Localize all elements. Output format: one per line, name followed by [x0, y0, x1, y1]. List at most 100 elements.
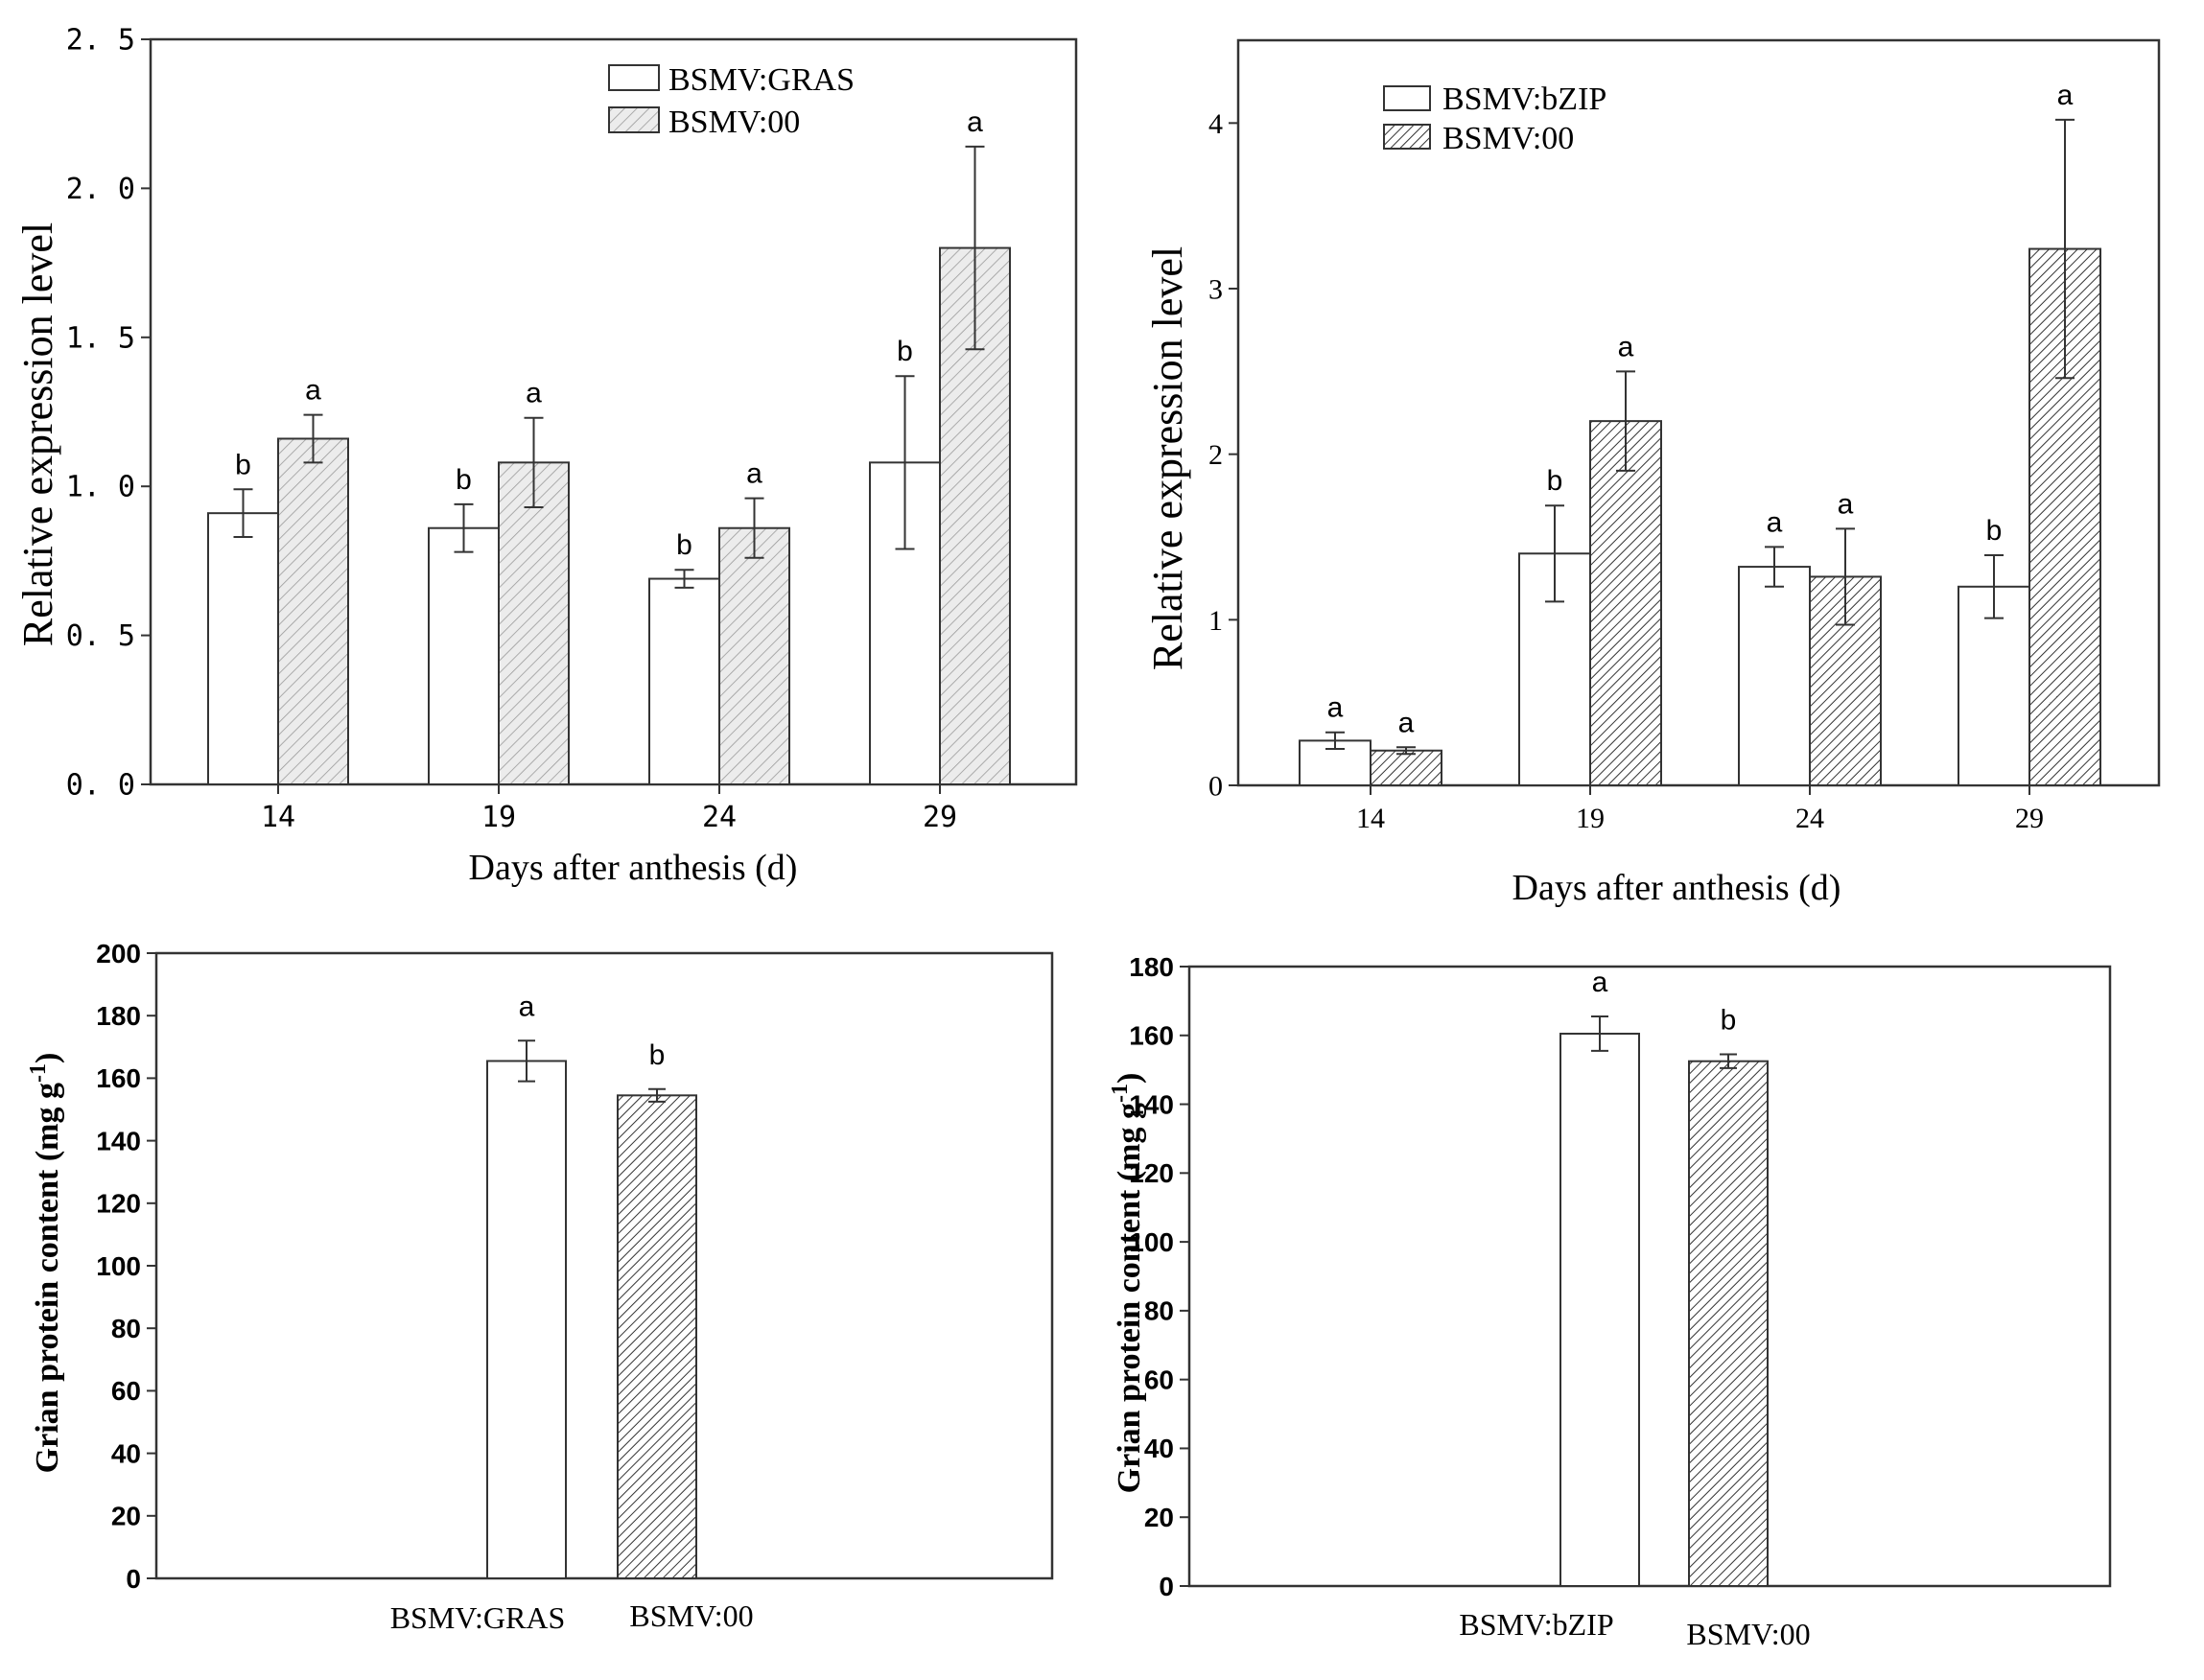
panel-c-ytick-label-0: 0	[126, 1564, 141, 1594]
panel-b-legend-swatch-hatch	[1383, 124, 1431, 150]
panel-a-ytick-label-0: 0. 0	[66, 769, 135, 803]
panel-d-ytick-label-0: 0	[1159, 1572, 1174, 1601]
panel-b-sig-letter-1-0: a	[1398, 707, 1415, 738]
panel-a-xtick-label-3: 29	[923, 801, 957, 834]
panel-b-ytick-label-2: 2	[1208, 439, 1223, 471]
panel-a-x-axis-label: Days after anthesis (d)	[469, 848, 798, 888]
panel-b-bar-bsmv-00-14	[1370, 749, 1442, 786]
panel-c-sig-letter-1: b	[649, 1039, 666, 1071]
panel-c-marks: 0 20 40 60 80 100 120 140 160 180 200 a BSMV:GRAS b BS…	[96, 939, 1054, 1635]
panel-a-ytick-label-5: 2. 5	[66, 24, 135, 58]
panel-d-y-axis-label-sup: -1	[1108, 1084, 1133, 1103]
panel-a-sig-letter-0-3: b	[897, 336, 913, 367]
panel-c-plot-frame	[154, 951, 1054, 1580]
panel-c-category-label-0: BSMV:GRAS	[390, 1600, 566, 1635]
panel-b-xtick-label-1: 19	[1576, 803, 1605, 834]
panel-a-bar-bsmv-00-14	[277, 437, 349, 785]
panel-a-y-axis-label: Relative expression level	[14, 222, 61, 646]
panel-b-legend-label-2: BSMV:00	[1442, 121, 1574, 156]
panel-b-sig-letter-1-1: a	[1618, 331, 1634, 362]
panel-c-ytick-label-1: 20	[111, 1502, 141, 1531]
panel-c-y-axis-label: Grian protein content (mg g-1)	[26, 1053, 65, 1474]
panel-a-legend-label-1: BSMV:GRAS	[668, 62, 855, 98]
panel-b-legend-swatch-open	[1383, 85, 1431, 111]
panel-c-sig-letter-0: a	[519, 991, 535, 1022]
panel-c-category-label-1: BSMV:00	[629, 1598, 753, 1633]
panel-b-xtick-label-0: 14	[1356, 803, 1385, 834]
panel-a-plot-frame	[149, 37, 1078, 786]
panel-d-y-axis-label: Grian protein content (mg g-1)	[1108, 1073, 1147, 1494]
panel-b-ytick-label-3: 3	[1208, 274, 1223, 306]
panel-c-y-axis-label-end: )	[30, 1053, 65, 1063]
panel-a-sig-letter-1-1: a	[526, 378, 542, 409]
panel-a-sig-letter-0-2: b	[676, 529, 692, 561]
panel-c-ytick-label-8: 160	[96, 1063, 141, 1093]
panel-b-plot-frame	[1236, 38, 2161, 787]
panel-b-legend-label-1: BSMV:bZIP	[1442, 82, 1606, 117]
panel-d-ytick-label-6: 120	[1129, 1158, 1174, 1188]
panel-a-xtick-label-2: 24	[702, 801, 737, 834]
panel-d-bar-0	[1559, 1032, 1640, 1587]
panel-d-plot-frame	[1187, 965, 2112, 1588]
panel-d-y-axis-label-end: )	[1112, 1073, 1147, 1084]
panel-d-ytick-label-7: 140	[1129, 1089, 1174, 1119]
panel-d-ytick-label-5: 100	[1129, 1227, 1174, 1257]
panel-d-ytick-label-2: 40	[1144, 1434, 1174, 1463]
panel-a-expression-gras: 0. 0 0. 5 1. 0 1. 5 2. 0 2. 5 14 b a 19 b a 24 b a 29 b a…	[14, 24, 1078, 888]
panel-d-sig-letter-0: a	[1592, 967, 1608, 998]
panel-b-marks: 0 1 2 3 4 14 a a 19 b a 24 a a 29 b a	[1208, 38, 2161, 834]
panel-a-ytick-label-3: 1. 5	[66, 321, 135, 355]
panel-d-y-axis-label-main: Grian protein content (mg g	[1112, 1103, 1147, 1493]
panel-a-marks: 0. 0 0. 5 1. 0 1. 5 2. 0 2. 5 14 b a 19 b a 24 b a 29 b a	[66, 24, 1078, 834]
panel-d-ytick-label-8: 160	[1129, 1021, 1174, 1051]
panel-a-ytick-label-2: 1. 0	[66, 471, 135, 504]
panel-c-y-axis-label-sup: -1	[26, 1063, 51, 1083]
panel-a-legend-swatch-open	[608, 64, 660, 91]
panel-c-ytick-label-5: 100	[96, 1251, 141, 1281]
panel-a-bar-bsmv-00-24	[718, 526, 790, 785]
panel-a-sig-letter-0-0: b	[235, 449, 251, 480]
panel-d-ytick-label-1: 20	[1144, 1503, 1174, 1532]
panel-d-category-label-0: BSMV:bZIP	[1459, 1607, 1613, 1642]
panel-c-ytick-label-2: 40	[111, 1438, 141, 1468]
panel-b-bar-bsmv-bzip-24	[1738, 566, 1811, 787]
panel-b-legend: BSMV:bZIP BSMV:00	[1383, 82, 1606, 156]
panel-a-bar-bsmv-gras-24	[648, 577, 720, 785]
panel-a-legend: BSMV:GRAS BSMV:00	[608, 62, 855, 140]
panel-c-ytick-label-10: 200	[96, 939, 141, 968]
panel-b-xtick-label-2: 24	[1795, 803, 1824, 834]
panel-b-sig-letter-0-2: a	[1767, 506, 1783, 538]
panel-b-ytick-label-0: 0	[1208, 771, 1223, 803]
panel-c-ytick-label-7: 140	[96, 1126, 141, 1155]
panel-a-sig-letter-1-3: a	[967, 106, 983, 138]
panel-a-sig-letter-0-1: b	[456, 464, 472, 496]
panel-a-ytick-label-1: 0. 5	[66, 619, 135, 653]
panel-a-bar-bsmv-00-19	[498, 461, 570, 785]
panel-a-ytick-label-4: 2. 0	[66, 173, 135, 206]
panel-b-sig-letter-1-3: a	[2057, 80, 2074, 111]
panel-d-category-label-1: BSMV:00	[1686, 1617, 1810, 1651]
panel-a-legend-swatch-hatch	[608, 106, 660, 133]
panel-a-legend-label-2: BSMV:00	[668, 105, 800, 140]
panel-d-ytick-label-9: 180	[1129, 952, 1174, 982]
panel-d-protein-bzip: 0 20 40 60 80 100 120 140 160 180 a BSMV:bZIP b BSMV:…	[1108, 952, 2112, 1651]
panel-a-sig-letter-1-2: a	[746, 458, 762, 490]
panel-b-sig-letter-0-3: b	[1986, 515, 2003, 547]
panel-d-bar-1	[1688, 1060, 1769, 1587]
panel-c-ytick-label-6: 120	[96, 1189, 141, 1219]
panel-c-bar-1	[617, 1094, 697, 1579]
panel-d-ytick-label-3: 60	[1144, 1365, 1174, 1394]
panel-b-expression-bzip: 0 1 2 3 4 14 a a 19 b a 24 a a 29 b a Days after anthesi…	[1144, 38, 2161, 908]
panel-c-ytick-label-3: 60	[111, 1376, 141, 1406]
panel-a-sig-letter-1-0: a	[305, 375, 321, 407]
panel-b-bar-bsmv-00-19	[1589, 420, 1662, 786]
panel-b-ytick-label-4: 4	[1208, 108, 1223, 140]
panel-a-xtick-label-0: 14	[261, 801, 295, 834]
panel-b-sig-letter-0-1: b	[1547, 465, 1563, 497]
panel-c-bar-0	[486, 1060, 567, 1579]
panel-c-protein-gras: 0 20 40 60 80 100 120 140 160 180 200 a BSMV:GRAS b BS…	[26, 939, 1054, 1635]
panel-c-ytick-label-4: 80	[111, 1314, 141, 1343]
panel-d-sig-letter-1: b	[1721, 1005, 1737, 1037]
panel-b-ytick-label-1: 1	[1208, 605, 1223, 637]
